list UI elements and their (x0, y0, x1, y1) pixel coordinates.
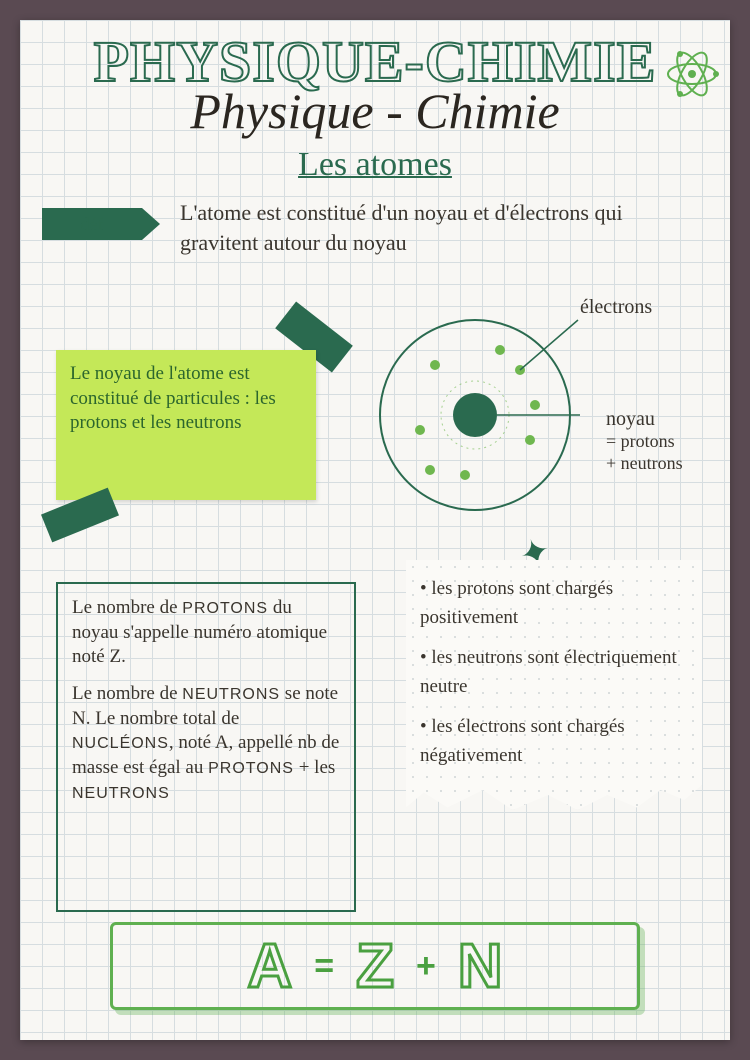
label-nucleus-sub2: + neutrons (606, 453, 683, 473)
label-electrons: électrons (580, 296, 652, 318)
torn-note: • les protons sont chargés positivement … (406, 560, 702, 810)
formula-Z: Z (356, 931, 394, 1002)
info-para: Le nombre de NEUTRONS se note N. Le nomb… (72, 682, 340, 805)
formula-box: A = Z + N (110, 922, 640, 1010)
formula-N: N (458, 931, 503, 1002)
formula-A: A (247, 931, 292, 1002)
definition-text: L'atome est constitué d'un noyau et d'él… (180, 198, 700, 257)
definition-tag-label: déf (81, 214, 104, 235)
label-nucleus-word: noyau (606, 408, 655, 430)
formula-plus: + (416, 947, 436, 986)
subtitle: Les atomes (20, 146, 730, 184)
sticky-note: Le noyau de l'atome est constitué de par… (56, 350, 316, 500)
info-para: Le nombre de PROTONS du noyau s'appelle … (72, 596, 340, 670)
label-nucleus-sub1: = protons (606, 431, 675, 451)
bullet: • les électrons sont chargés négativemen… (420, 712, 688, 771)
atom-icon (664, 46, 720, 102)
notebook-page: PHYSIQUE-CHIMIE Physique - Chimie Les at… (20, 20, 730, 1040)
definition-tag: déf (42, 208, 142, 240)
title-script: Physique - Chimie (20, 82, 730, 140)
info-box: Le nombre de PROTONS du noyau s'appelle … (56, 582, 356, 912)
label-nucleus: noyau = protons + neutrons (606, 408, 683, 474)
formula-eq: = (314, 947, 334, 986)
atom-diagram (370, 310, 580, 520)
bullet: • les protons sont chargés positivement (420, 574, 688, 633)
bullet: • les neutrons sont électriquement neutr… (420, 643, 688, 702)
